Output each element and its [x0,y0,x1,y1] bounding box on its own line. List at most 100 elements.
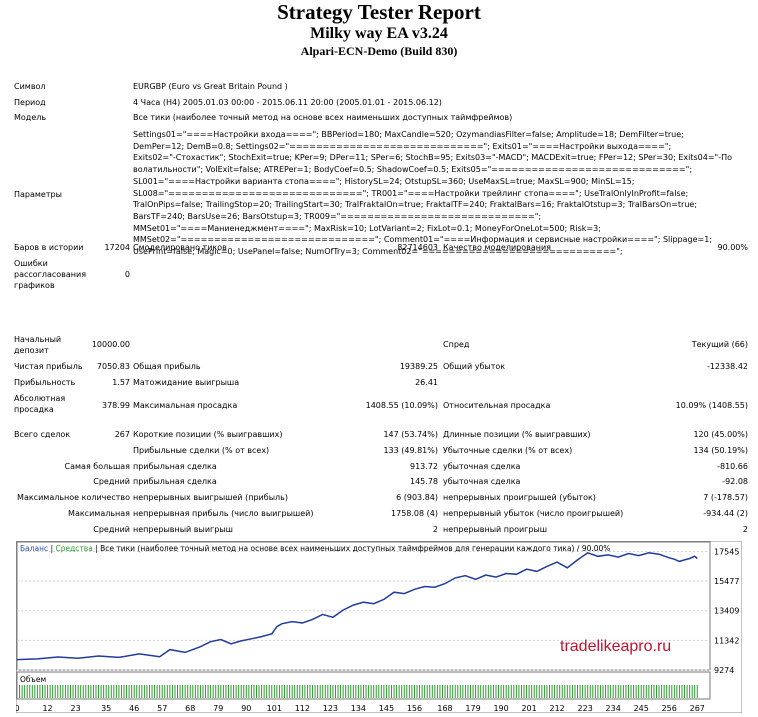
rel-dd-label: Относительная просадка [443,401,551,410]
payoff-label: Матожидание выигрыша [133,378,240,387]
server-name: Alpari-ECN-Demo (Build 830) [300,44,458,58]
params-line: SL001="====Настройки варианта стопа===="… [133,176,635,186]
y-tick-label: 9274 [714,666,734,675]
largest-label: Самая большая [64,462,130,471]
x-tick-label: 179 [465,704,480,713]
avg-profit-value: 145.78 [410,477,438,486]
params-line: Exits02="-Стохастик"; StochExit=true; KP… [133,153,732,163]
avgcons-loss-value: 2 [742,525,748,534]
avg-label: Средний [93,477,130,486]
maxcount-label: Максимальное количество [17,493,130,502]
legend-quality: 90.00% [582,544,611,553]
x-tick-label: 79 [213,704,223,713]
maxcount-loss-label: непрерывных проигрышей (убыток) [443,493,596,502]
x-tick-label: 234 [606,704,621,713]
x-tick-label: 12 [42,704,52,713]
total-value: 267 [114,430,130,439]
y-tick-label: 15477 [714,577,739,586]
avgcons-loss-label: непрерывный проигрыш [443,525,548,534]
max-dd-label: Максимальная просадка [133,401,238,410]
net-label: Чистая прибыль [14,362,83,371]
rel-dd-value: 10.09% (1408.55) [675,401,748,410]
x-tick-label: 112 [295,704,310,713]
volume-label: Объем [20,675,46,684]
gross-profit-value: 19389.25 [399,362,438,371]
balance-line [16,551,698,661]
period-label: Период [14,98,46,107]
avg-loss-label: убыточная сделка [443,477,521,486]
params-line: SL008="============================="; T… [133,188,689,198]
deposit-label-1: Начальный [14,335,62,344]
abs-dd-label-1: Абсолютная [14,394,66,403]
legend-model: Все тики (наиболее точный метод на основ… [100,544,574,553]
short-value: 147 (53.74%) [383,430,438,439]
x-tick-label: 156 [407,704,422,713]
gross-loss-label: Общий убыток [443,362,506,371]
params-label: Параметры [14,190,62,199]
x-tick-label: 23 [71,704,81,713]
x-tick-label: 212 [549,704,564,713]
report-title: Strategy Tester Report [277,0,481,24]
legend-equity: Средства [55,544,92,553]
bars-value: 17204 [104,243,130,252]
ticks-value: 82714603 [397,243,438,252]
watermark: tradelikeapro.ru [560,638,672,655]
errors-value: 0 [124,270,130,279]
profit-trades-value: 133 (49.81%) [383,446,438,455]
params-line: MMSet02="=============================";… [133,235,713,245]
y-tick-label: 11342 [714,636,739,645]
x-tick-label: 201 [521,704,536,713]
model-label: Модель [14,113,47,122]
total-label: Всего сделок [14,430,71,439]
ticks-label: Смоделировано тиков [133,243,227,252]
deposit-value: 10000.00 [91,340,130,349]
symbol-value: EURGBP (Euro vs Great Britain Pound ) [133,82,288,91]
avgcons-label: Средний [93,525,130,534]
maximal-win-value: 1758.08 (4) [391,509,438,518]
loss-trades-label: Убыточные сделки (% от всех) [443,446,573,455]
params-line: Settings01="====Настройки входа===="; BB… [133,130,684,139]
loss-trades-value: 134 (50.19%) [693,446,748,455]
long-value: 120 (45.00%) [693,430,748,439]
maxcount-loss-value: 7 (-178.57) [703,493,748,502]
x-tick-label: 134 [351,704,366,713]
errors-label-3: графиков [14,281,55,290]
x-tick-label: 46 [129,704,139,713]
y-tick-label: 17545 [714,547,739,556]
largest-loss-label: убыточная сделка [443,462,521,471]
params-block: Settings01="====Настройки входа===="; BB… [133,129,753,258]
bars-label: Баров в истории [14,243,84,252]
x-tick-label: 68 [185,704,195,713]
model-value: Все тики (наиболее точный метод на основ… [133,113,513,122]
net-value: 7050.83 [96,362,130,371]
x-tick-label: 123 [323,704,338,713]
payoff-value: 26.41 [415,378,438,387]
errors-label-1: Ошибки [14,259,48,268]
params-line: TralOnPips=false; TrailingStop=20; Trail… [133,200,698,210]
report-subtitle: Milky way EA v3.24 [310,25,448,42]
maximal-win-label: непрерывная прибыль (число выигрышей) [133,509,314,518]
x-tick-label: 190 [493,704,508,713]
largest-loss-value: -810.66 [717,462,748,471]
avg-profit-label: прибыльная сделка [133,477,217,486]
gross-profit-label: Общая прибыль [133,362,201,371]
x-tick-label: 256 [662,704,677,713]
balance-chart: 17545 15477 13409 11342 9274 0 12 23 35 46 57 68 79… [16,541,742,713]
max-dd-value: 1408.55 (10.09%) [365,401,438,410]
period-value: 4 Часа (H4) 2005.01.03 00:00 - 2015.06.1… [133,98,442,107]
x-tick-label: 90 [241,704,251,713]
maxcount-win-label: непрерывных выигрышей (прибыль) [133,493,288,502]
largest-profit-value: 913.72 [410,462,438,471]
x-tick-label: 101 [267,704,282,713]
abs-dd-value: 378.99 [102,401,130,410]
x-tick-label: 35 [101,704,111,713]
maxcount-win-value: 6 (903.84) [396,493,438,502]
x-tick-label: 0 [16,704,20,713]
x-tick-label: 168 [437,704,452,713]
quality-label: Качество моделирования [443,243,551,252]
params-line: UsePrint=false; Magic=0; UsePanel=false;… [133,247,623,257]
params-line: BarsTF=240; BarsUse=26; BarsOtstup=3; TR… [133,211,542,221]
quality-value: 90.00% [717,243,748,252]
pf-label: Прибыльность [14,378,76,387]
x-tick-label: 145 [379,704,394,713]
